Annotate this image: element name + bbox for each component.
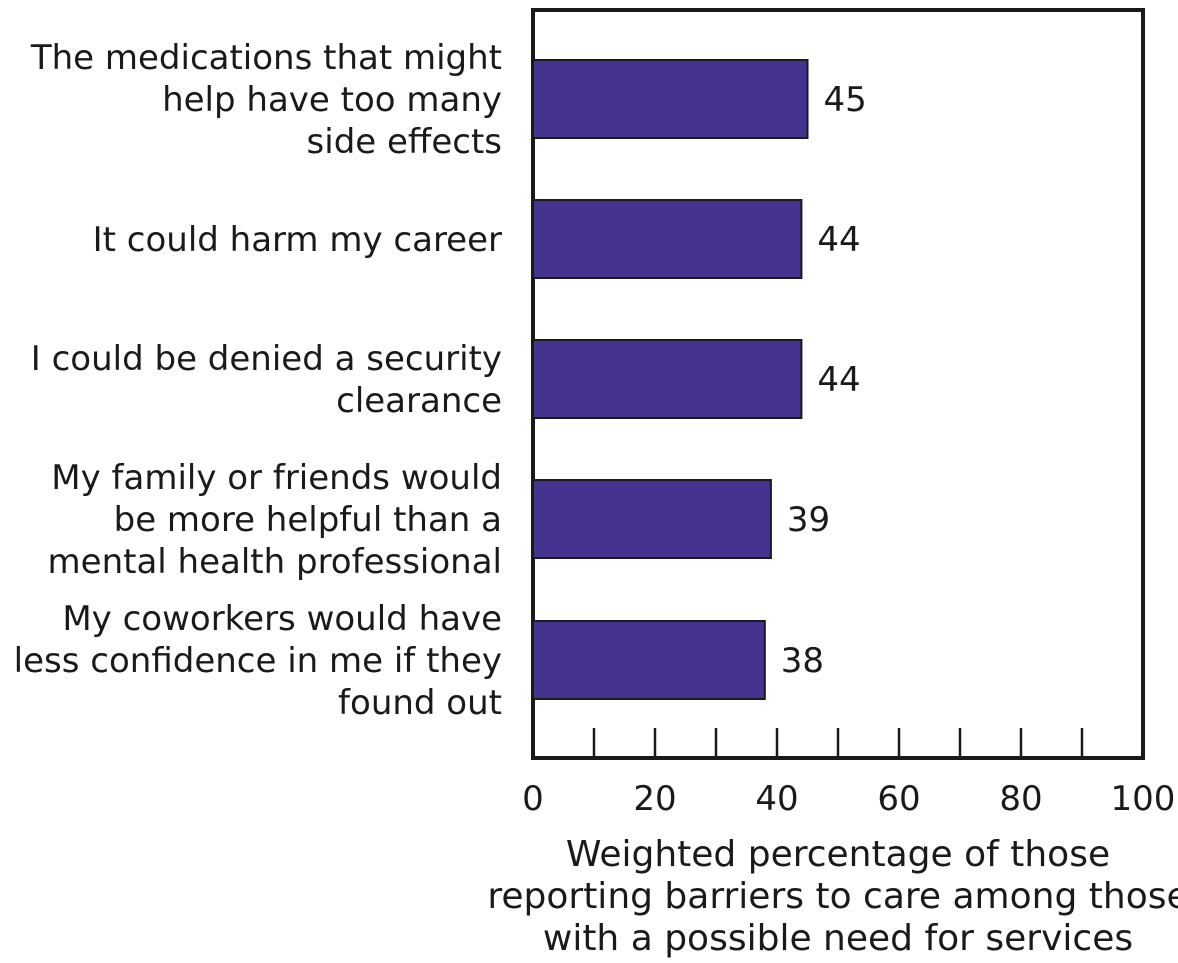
value-label: 38 xyxy=(781,641,824,681)
value-label: 44 xyxy=(817,220,860,260)
x-tick-label: 0 xyxy=(522,779,544,819)
x-axis-title: reporting barriers to care among those xyxy=(487,876,1178,917)
category-label: help have too many xyxy=(162,80,502,120)
bar xyxy=(532,620,766,700)
category-label: clearance xyxy=(336,381,502,421)
bar xyxy=(532,199,803,279)
category-label: My family or friends would xyxy=(51,458,502,498)
x-tick-label: 60 xyxy=(877,779,920,819)
bar xyxy=(532,339,803,419)
x-tick-label: 100 xyxy=(1111,779,1176,819)
value-label: 45 xyxy=(824,80,867,120)
category-label: mental health professional xyxy=(48,542,502,582)
bar xyxy=(532,479,772,559)
category-label: be more helpful than a xyxy=(114,500,502,540)
x-tick-label: 80 xyxy=(999,779,1042,819)
x-tick-label: 40 xyxy=(755,779,798,819)
x-axis-title: Weighted percentage of those xyxy=(566,834,1110,875)
category-label: less confidence in me if they xyxy=(14,641,502,681)
category-label: The medications that might xyxy=(30,38,502,78)
category-label: My coworkers would have xyxy=(62,599,502,639)
value-label: 44 xyxy=(817,360,860,400)
category-label: It could harm my career xyxy=(93,220,502,260)
bar xyxy=(532,59,809,139)
x-axis-title: with a possible need for services xyxy=(543,918,1133,958)
category-label: found out xyxy=(338,683,502,723)
x-tick-label: 20 xyxy=(633,779,676,819)
value-label: 39 xyxy=(787,500,830,540)
category-label: side effects xyxy=(307,122,502,162)
category-label: I could be denied a security xyxy=(31,339,502,379)
